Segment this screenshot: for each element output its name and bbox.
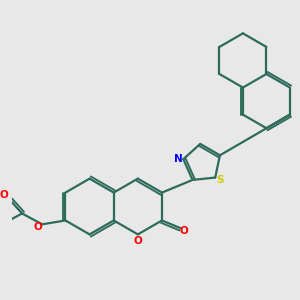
Text: O: O	[0, 190, 9, 200]
Text: O: O	[134, 236, 142, 246]
Text: N: N	[173, 154, 182, 164]
Text: O: O	[179, 226, 188, 236]
Text: O: O	[33, 222, 42, 233]
Text: S: S	[216, 175, 224, 185]
